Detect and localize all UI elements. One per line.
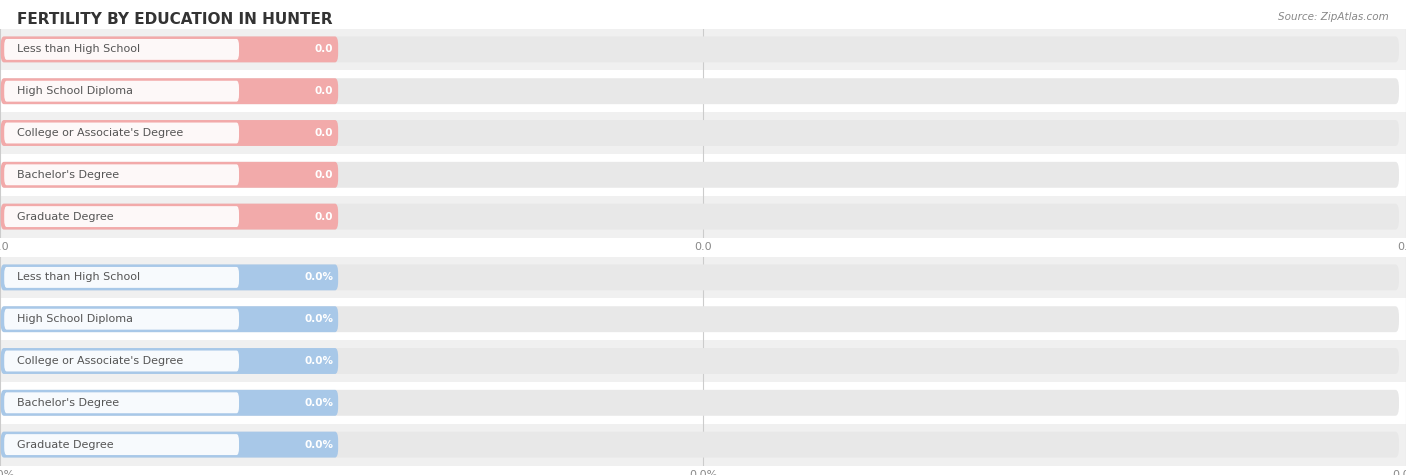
Bar: [0, 424, 1406, 466]
Bar: [0, 256, 1406, 298]
FancyBboxPatch shape: [1, 78, 339, 104]
FancyBboxPatch shape: [1, 120, 1399, 146]
Text: Graduate Degree: Graduate Degree: [17, 439, 114, 450]
FancyBboxPatch shape: [4, 267, 239, 288]
FancyBboxPatch shape: [4, 392, 239, 413]
FancyBboxPatch shape: [1, 432, 1399, 457]
Text: Bachelor's Degree: Bachelor's Degree: [17, 170, 120, 180]
FancyBboxPatch shape: [1, 120, 339, 146]
Text: 0.0%: 0.0%: [304, 314, 333, 324]
FancyBboxPatch shape: [4, 39, 239, 60]
FancyBboxPatch shape: [1, 306, 339, 332]
FancyBboxPatch shape: [1, 348, 1399, 374]
FancyBboxPatch shape: [4, 351, 239, 371]
Text: Bachelor's Degree: Bachelor's Degree: [17, 398, 120, 408]
Text: College or Associate's Degree: College or Associate's Degree: [17, 356, 183, 366]
FancyBboxPatch shape: [1, 37, 339, 62]
FancyBboxPatch shape: [1, 204, 339, 229]
Text: 0.0: 0.0: [315, 86, 333, 96]
Text: 0.0: 0.0: [315, 128, 333, 138]
FancyBboxPatch shape: [1, 390, 1399, 416]
Text: High School Diploma: High School Diploma: [17, 86, 134, 96]
FancyBboxPatch shape: [1, 78, 1399, 104]
FancyBboxPatch shape: [1, 306, 1399, 332]
Text: 0.0%: 0.0%: [304, 356, 333, 366]
Text: 0.0%: 0.0%: [304, 398, 333, 408]
Bar: [0, 70, 1406, 112]
Text: 0.0%: 0.0%: [304, 439, 333, 450]
Text: Less than High School: Less than High School: [17, 44, 141, 55]
Text: Graduate Degree: Graduate Degree: [17, 211, 114, 222]
FancyBboxPatch shape: [1, 204, 1399, 229]
FancyBboxPatch shape: [4, 164, 239, 185]
FancyBboxPatch shape: [4, 309, 239, 330]
FancyBboxPatch shape: [1, 432, 339, 457]
FancyBboxPatch shape: [1, 37, 1399, 62]
FancyBboxPatch shape: [1, 162, 1399, 188]
Text: High School Diploma: High School Diploma: [17, 314, 134, 324]
Text: 0.0: 0.0: [315, 44, 333, 55]
Bar: [0, 340, 1406, 382]
Bar: [0, 196, 1406, 238]
FancyBboxPatch shape: [1, 265, 339, 290]
FancyBboxPatch shape: [4, 434, 239, 455]
Bar: [0, 28, 1406, 70]
Bar: [0, 382, 1406, 424]
Bar: [0, 298, 1406, 340]
FancyBboxPatch shape: [1, 265, 1399, 290]
Text: 0.0: 0.0: [315, 170, 333, 180]
Bar: [0, 112, 1406, 154]
FancyBboxPatch shape: [4, 81, 239, 102]
FancyBboxPatch shape: [4, 123, 239, 143]
Bar: [0, 154, 1406, 196]
Text: College or Associate's Degree: College or Associate's Degree: [17, 128, 183, 138]
Text: FERTILITY BY EDUCATION IN HUNTER: FERTILITY BY EDUCATION IN HUNTER: [17, 12, 332, 27]
Text: 0.0%: 0.0%: [304, 272, 333, 283]
FancyBboxPatch shape: [1, 162, 339, 188]
FancyBboxPatch shape: [1, 390, 339, 416]
FancyBboxPatch shape: [4, 206, 239, 227]
Text: Source: ZipAtlas.com: Source: ZipAtlas.com: [1278, 12, 1389, 22]
Text: 0.0: 0.0: [315, 211, 333, 222]
FancyBboxPatch shape: [1, 348, 339, 374]
Text: Less than High School: Less than High School: [17, 272, 141, 283]
